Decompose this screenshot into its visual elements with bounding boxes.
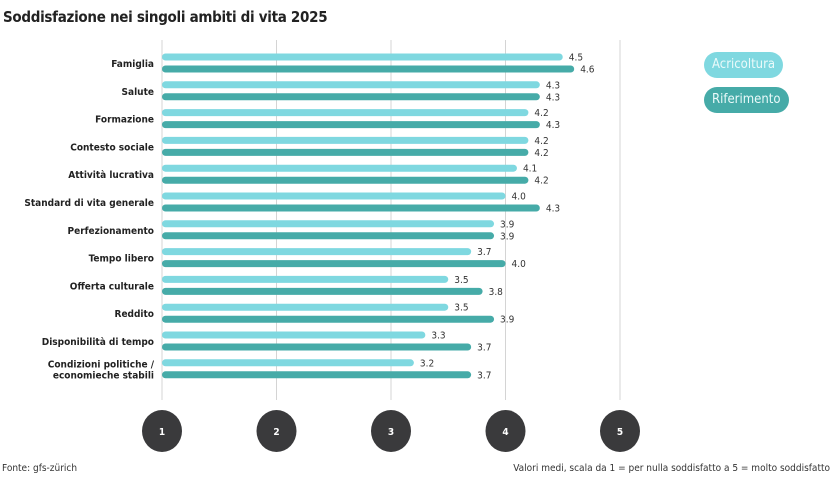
- data-label: 3.5: [454, 303, 468, 314]
- bar-acricoltura: [162, 136, 529, 144]
- bar-acricoltura: [162, 81, 540, 89]
- bar-riferimento: [162, 260, 506, 268]
- data-label: 4.3: [546, 92, 560, 103]
- data-label: 4.0: [512, 259, 527, 270]
- category-label: Formazione: [95, 115, 154, 126]
- scale-note: Valori medi, scala da 1 = per nulla sodd…: [513, 463, 830, 474]
- category-label: Offerta culturale: [70, 281, 154, 292]
- tick-label: 1: [159, 427, 165, 438]
- category-label: Condizioni politiche /: [48, 359, 155, 370]
- category-label: economieche stabili: [53, 370, 154, 381]
- data-label: 4.2: [534, 136, 548, 147]
- tick-circle: [142, 410, 182, 452]
- data-label: 3.2: [420, 358, 434, 369]
- data-label: 3.9: [500, 231, 515, 242]
- bar-riferimento: [162, 121, 540, 129]
- tick-label: 4: [502, 427, 508, 438]
- data-label: 4.3: [546, 204, 560, 215]
- bar-acricoltura: [162, 53, 563, 61]
- data-label: 4.2: [534, 176, 548, 187]
- bar-riferimento: [162, 315, 495, 323]
- tick-circle: [256, 410, 297, 452]
- bar-riferimento: [162, 176, 529, 184]
- tick-circle: [485, 410, 526, 452]
- bar-riferimento: [162, 65, 575, 73]
- data-label: 4.1: [523, 164, 537, 175]
- bar-acricoltura: [162, 109, 529, 117]
- data-label: 4.2: [534, 148, 548, 159]
- category-label: Tempo libero: [89, 254, 154, 265]
- category-label: Reddito: [115, 309, 154, 320]
- tick-label: 2: [273, 427, 279, 438]
- category-label: Disponibilità di tempo: [42, 336, 154, 348]
- data-label: 3.9: [500, 315, 515, 326]
- bar-riferimento: [162, 287, 483, 295]
- category-label: Standard di vita generale: [24, 198, 154, 209]
- bar-acricoltura: [162, 220, 495, 228]
- data-label: 4.5: [569, 53, 583, 64]
- data-label: 4.6: [580, 65, 595, 76]
- legend-riferimento: Riferimento: [704, 87, 789, 113]
- category-label: Famiglia: [111, 59, 154, 70]
- data-label: 4.3: [546, 120, 560, 131]
- data-label: 3.7: [477, 247, 491, 258]
- data-label: 3.7: [477, 370, 491, 381]
- source-note: Fonte: gfs-zürich: [2, 463, 78, 474]
- data-label: 4.3: [546, 80, 560, 91]
- bar-riferimento: [162, 204, 540, 212]
- category-label: Attività lucrativa: [68, 169, 154, 181]
- tick-label: 5: [617, 427, 623, 438]
- tick-circle: [371, 410, 411, 452]
- bar-riferimento: [162, 343, 472, 351]
- data-label: 4.2: [534, 108, 548, 119]
- data-label: 3.8: [489, 287, 504, 298]
- bar-acricoltura: [162, 192, 506, 200]
- bar-acricoltura: [162, 303, 449, 311]
- bar-acricoltura: [162, 331, 426, 339]
- data-label: 4.0: [512, 192, 527, 203]
- legend-acricoltura: Acricoltura: [704, 52, 784, 78]
- bar-acricoltura: [162, 275, 449, 283]
- bar-acricoltura: [162, 359, 414, 367]
- bar-acricoltura: [162, 164, 517, 172]
- data-label: 3.9: [500, 219, 515, 230]
- bar-riferimento: [162, 148, 529, 156]
- category-label: Salute: [122, 87, 154, 98]
- data-label: 3.3: [431, 331, 445, 342]
- bar-riferimento: [162, 232, 495, 240]
- tick-circle: [600, 410, 640, 452]
- tick-label: 3: [388, 427, 394, 438]
- data-label: 3.7: [477, 343, 491, 354]
- bar-acricoltura: [162, 248, 472, 256]
- bar-riferimento: [162, 93, 540, 101]
- data-label: 3.5: [454, 275, 468, 286]
- chart-title: Soddisfazione nei singoli ambiti di vita…: [3, 8, 328, 26]
- category-label: Perfezionamento: [68, 226, 155, 237]
- bar-riferimento: [162, 371, 472, 379]
- category-label: Contesto sociale: [70, 142, 154, 153]
